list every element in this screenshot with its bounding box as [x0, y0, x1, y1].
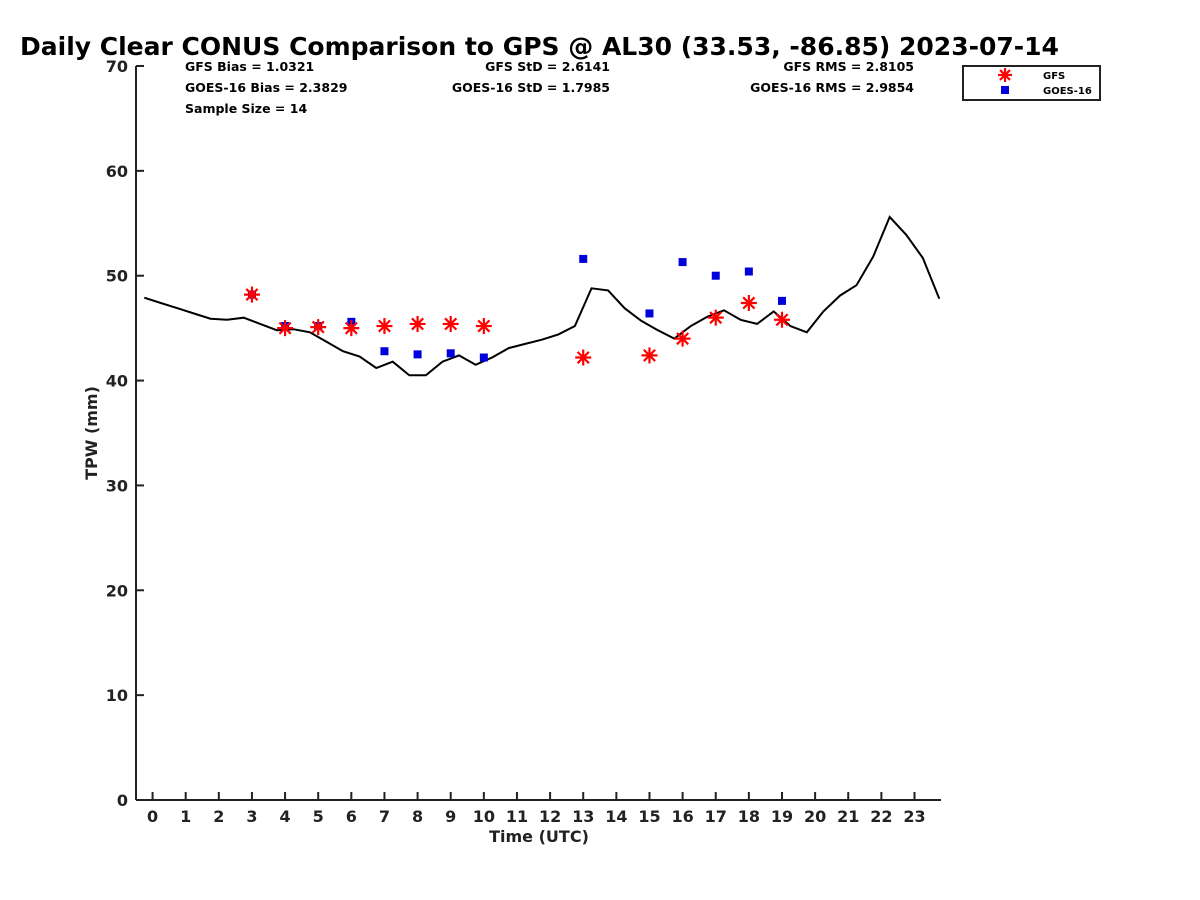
x-tick-label: 7	[379, 807, 390, 826]
x-tick-label: 10	[473, 807, 495, 826]
goes16-point	[744, 267, 753, 276]
legend-gfs-label: GFS	[1043, 71, 1065, 82]
x-tick-label: 11	[506, 807, 528, 826]
gfs-point	[641, 347, 658, 364]
goes16-point	[645, 309, 654, 318]
x-axis-ticks: 0 1 2 3 4 5 6 7 8 9 10 11 12 13 14 15 16 17 18 19 20 21 22 23	[147, 792, 926, 826]
y-tick-label: 40	[106, 372, 128, 391]
goes16-point	[678, 258, 687, 267]
x-tick-label: 16	[671, 807, 693, 826]
gfs-bias-stat: GFS Bias = 1.0321	[185, 59, 314, 74]
y-axis-ticks: 0 10 20 30 40 50 60 70	[106, 57, 144, 810]
gfs-point	[575, 349, 592, 366]
goes16-point	[380, 347, 389, 356]
gfs-point	[740, 294, 757, 311]
plot-area	[143, 215, 941, 377]
goes16-point	[479, 353, 488, 362]
x-tick-label: 2	[213, 807, 224, 826]
x-tick-label: 13	[572, 807, 594, 826]
gfs-point	[773, 311, 790, 328]
x-tick-label: 6	[346, 807, 357, 826]
y-tick-label: 70	[106, 57, 128, 76]
goes16-point	[777, 296, 786, 305]
x-tick-label: 22	[870, 807, 892, 826]
y-axis-label: TPW (mm)	[82, 386, 101, 480]
x-tick-label: 1	[180, 807, 191, 826]
sample-size-stat: Sample Size = 14	[185, 101, 307, 116]
legend-gfs-asterisk	[998, 68, 1012, 82]
gfs-point	[475, 318, 492, 335]
legend-goes-label: GOES-16	[1043, 86, 1092, 97]
y-tick-label: 20	[106, 581, 128, 600]
chart-title: Daily Clear CONUS Comparison to GPS @ AL…	[20, 32, 1059, 61]
x-tick-label: 5	[313, 807, 324, 826]
gfs-point	[442, 315, 459, 332]
goes16-point	[579, 254, 588, 263]
x-axis-label: Time (UTC)	[489, 827, 589, 846]
goes16-point	[711, 271, 720, 280]
gfs-point	[343, 320, 360, 337]
x-tick-label: 23	[903, 807, 925, 826]
x-tick-label: 19	[771, 807, 793, 826]
gfs-point	[243, 286, 260, 303]
x-tick-label: 9	[445, 807, 456, 826]
x-tick-label: 18	[738, 807, 760, 826]
legend-box	[962, 65, 1101, 101]
x-tick-label: 0	[147, 807, 158, 826]
y-tick-label: 10	[106, 686, 128, 705]
gps-line	[143, 215, 941, 377]
x-tick-label: 12	[539, 807, 561, 826]
y-tick-label: 50	[106, 267, 128, 286]
goes16-point	[446, 349, 455, 358]
gfs-point	[376, 318, 393, 335]
gfs-rms-stat: GFS RMS = 2.8105	[783, 59, 914, 74]
legend-goes-marker	[1001, 86, 1009, 94]
gfs-point	[674, 330, 691, 347]
gfs-point	[277, 320, 294, 337]
legend-gfs-marker	[998, 68, 1012, 82]
x-tick-label: 21	[837, 807, 859, 826]
goes-std-stat: GOES-16 StD = 1.7985	[452, 80, 610, 95]
gfs-point	[409, 315, 426, 332]
gfs-point	[310, 319, 327, 336]
goes-bias-stat: GOES-16 Bias = 2.3829	[185, 80, 347, 95]
gfs-std-stat: GFS StD = 2.6141	[485, 59, 610, 74]
x-tick-label: 15	[638, 807, 660, 826]
gfs-point	[707, 309, 724, 326]
y-tick-label: 0	[117, 791, 128, 810]
x-tick-label: 4	[280, 807, 291, 826]
x-tick-label: 17	[705, 807, 727, 826]
x-tick-label: 8	[412, 807, 423, 826]
x-tick-label: 20	[804, 807, 826, 826]
goes-rms-stat: GOES-16 RMS = 2.9854	[750, 80, 914, 95]
y-tick-label: 60	[106, 162, 128, 181]
goes16-point	[413, 350, 422, 359]
y-tick-label: 30	[106, 476, 128, 495]
x-tick-label: 3	[246, 807, 257, 826]
x-tick-label: 14	[605, 807, 627, 826]
legend: GFS GOES-16	[962, 65, 1101, 101]
